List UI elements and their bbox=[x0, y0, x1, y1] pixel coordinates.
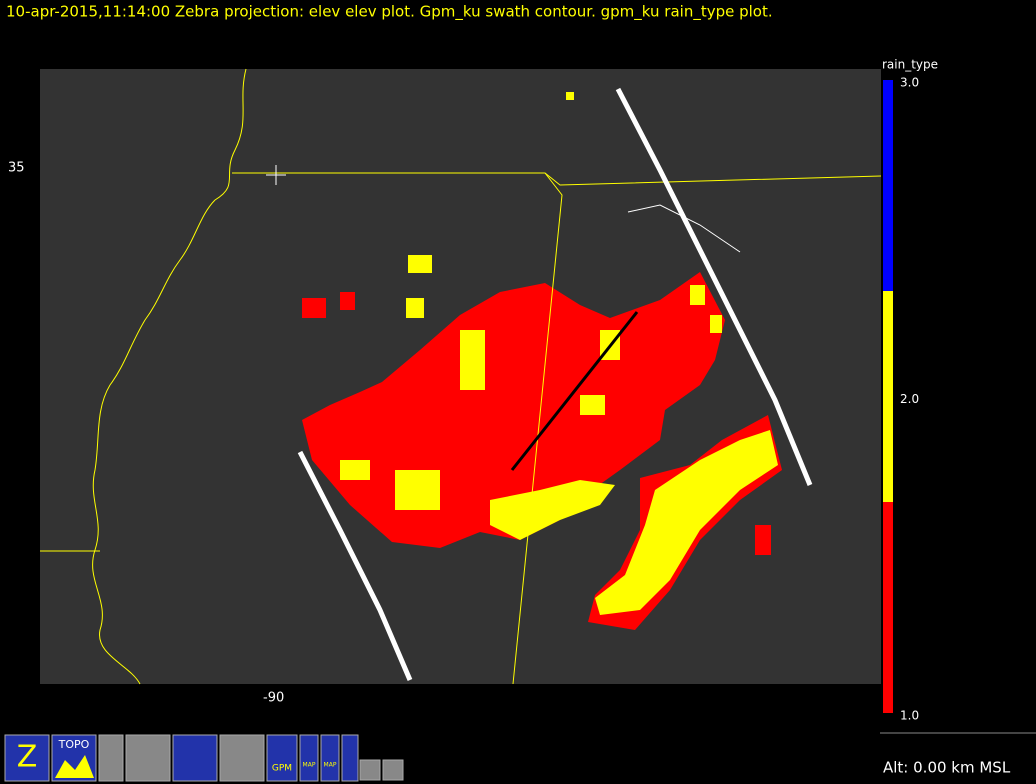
colorbar-tick-label: 3.0 bbox=[900, 76, 919, 90]
colorbar-title: rain_type bbox=[882, 58, 938, 72]
icon[interactable] bbox=[4, 734, 50, 782]
icon[interactable] bbox=[299, 734, 319, 782]
icon-label: TOPO bbox=[58, 738, 90, 751]
colorbar-segment bbox=[883, 291, 893, 502]
colorbar-segment bbox=[883, 80, 893, 291]
colorbar-tick-label: 2.0 bbox=[900, 392, 919, 406]
header-title: 10-apr-2015,11:14:00 Zebra projection: e… bbox=[6, 3, 773, 22]
icon-label: Z bbox=[17, 740, 38, 775]
cursor bbox=[266, 165, 286, 185]
icon-label: GPM bbox=[272, 764, 292, 774]
colorbar-tick-label: 1.0 bbox=[900, 709, 919, 723]
icon[interactable] bbox=[172, 734, 218, 782]
icon-label: MAP bbox=[324, 762, 337, 769]
cross-section-line bbox=[510, 311, 639, 471]
altitude: Alt: 0.00 km MSL bbox=[883, 759, 1011, 777]
rain-region bbox=[340, 292, 355, 310]
icon[interactable] bbox=[341, 734, 359, 782]
lon-label: -90 bbox=[263, 691, 284, 706]
colorbar: rain_type 3.0 2.0 1.0 bbox=[882, 58, 938, 723]
rain-region bbox=[755, 525, 771, 555]
rain-convective bbox=[340, 92, 778, 615]
icon[interactable] bbox=[266, 734, 298, 782]
colorbar-segment bbox=[883, 502, 893, 713]
rain-region bbox=[302, 298, 326, 318]
icon[interactable] bbox=[219, 734, 265, 782]
icon[interactable] bbox=[98, 734, 124, 782]
icon[interactable] bbox=[382, 759, 404, 781]
icon[interactable] bbox=[125, 734, 171, 782]
boundary bbox=[40, 68, 882, 685]
icon-label: MAP bbox=[303, 762, 316, 769]
icon[interactable] bbox=[359, 759, 381, 781]
lat-label: 35 bbox=[8, 161, 25, 176]
outline bbox=[627, 204, 741, 253]
icon[interactable] bbox=[320, 734, 340, 782]
map bbox=[40, 68, 882, 685]
swath-edge bbox=[297, 87, 813, 681]
icon-bar: Z TOPO GPM MAP MAP bbox=[4, 734, 404, 782]
